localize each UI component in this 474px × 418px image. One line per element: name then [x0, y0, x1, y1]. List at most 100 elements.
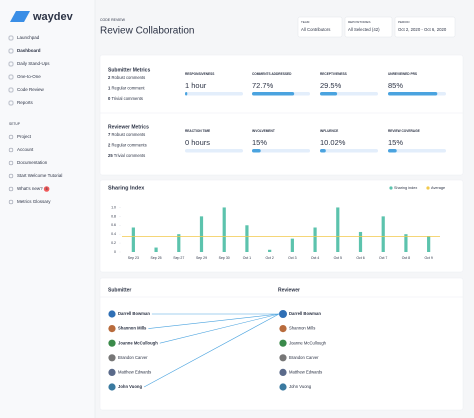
progress-fill [388, 149, 397, 153]
bar [290, 238, 294, 252]
nav-icon [8, 134, 14, 140]
metric-value: 85% [388, 81, 403, 90]
x-tick-label: Sep 30 [219, 256, 230, 260]
submitter-name: Joanne McCullough [118, 340, 158, 345]
logo-icon [10, 11, 30, 22]
count-label: Robust comments [112, 132, 146, 137]
link [148, 313, 280, 329]
progress-fill [185, 92, 188, 96]
metric-value: 1 hour [185, 81, 207, 90]
y-tick-label: 1.0 [111, 205, 116, 209]
reviewer-name: John Vuong [289, 384, 312, 389]
nav-section: SETUP [9, 122, 21, 126]
nav-item[interactable]: Dashboard [17, 48, 41, 53]
bar [336, 207, 340, 252]
chart-card [99, 179, 464, 273]
link [159, 313, 280, 344]
metric-value: 15% [252, 138, 267, 147]
bar [358, 231, 363, 252]
legend-swatch [389, 186, 393, 190]
metrics-title: Reviewer Metrics [108, 124, 149, 130]
avatar [279, 325, 287, 333]
x-tick-label: Oct 4 [311, 256, 319, 260]
submitter-name: Matthew Edwards [118, 370, 151, 375]
filter-value: All Contributors [301, 27, 330, 32]
bar [313, 227, 317, 252]
count-line: 7 Robust comments [108, 132, 145, 137]
page-title: Review Collaboration [100, 26, 195, 37]
y-tick-label: 0.4 [111, 232, 116, 236]
reviewer-name: Brandon Carver [289, 355, 319, 360]
bar [245, 225, 249, 252]
metric-label: RESPONSIVENESS [185, 72, 214, 76]
progress-track [252, 149, 310, 153]
nav-icon [8, 173, 14, 179]
filter-box[interactable] [394, 16, 456, 38]
nav-icon [8, 199, 14, 205]
nav-item[interactable]: Launchpad [17, 35, 40, 40]
bar [404, 234, 408, 252]
nav-icon [8, 61, 14, 67]
nav-item[interactable]: Code Review [17, 87, 45, 92]
nav-icon [8, 87, 14, 93]
progress-fill [320, 149, 326, 153]
reviewer-name: Joanne McCullough [289, 340, 327, 345]
nav-item[interactable]: Account [17, 147, 34, 152]
nav-item[interactable]: Metrics Glossary [17, 199, 51, 204]
avatar [108, 339, 116, 347]
x-tick-label: Oct 8 [402, 256, 410, 260]
nav-item[interactable]: One-to-One [17, 74, 41, 79]
metric-value: 10.02% [320, 138, 346, 147]
count-line: 25 Trivial comments [108, 153, 145, 158]
progress-track [320, 149, 378, 153]
nav-item[interactable]: Start Welcome Tutorial [17, 173, 62, 178]
avatar [108, 325, 116, 333]
filter-box[interactable] [297, 16, 343, 38]
bar [381, 216, 385, 252]
nav-item[interactable]: What's new? [17, 186, 43, 191]
legend-label: Sharing index [394, 186, 417, 190]
nav-item[interactable]: Daily Stand-Ups [17, 61, 50, 66]
nav-icon [8, 48, 14, 54]
bar [154, 247, 158, 252]
badge: 5 [46, 187, 48, 191]
metrics-title: Submitter Metrics [108, 67, 150, 73]
filter-value: Oct 2, 2020 - Oct 6, 2020 [398, 27, 447, 32]
y-tick-label: 0.6 [111, 223, 116, 227]
count-label: Robust comments [112, 75, 146, 80]
filter-label: TEAM [301, 20, 310, 24]
metrics-card [99, 54, 464, 176]
count-label: Trivial comments [114, 153, 146, 158]
filter-value: All Selected (42) [348, 27, 380, 32]
metric-label: REACTION TIME [185, 129, 210, 133]
submitter-name: John Vuong [118, 384, 142, 389]
y-tick-label: 0.8 [111, 214, 116, 218]
count-line: 2 Regular comments [108, 143, 147, 148]
bar [222, 207, 226, 252]
nav-icon [8, 74, 14, 80]
badge-dot [43, 186, 50, 192]
submitter-name: Shannon Mills [118, 326, 147, 331]
bar [427, 236, 431, 252]
submitter-name: Darrell Bowman [118, 311, 150, 316]
progress-fill [320, 92, 338, 96]
avatar [279, 368, 287, 376]
progress-fill [252, 149, 261, 153]
avatar [108, 354, 116, 362]
nav-item[interactable]: Documentation [17, 160, 48, 165]
nav-icon [8, 35, 14, 41]
nav-icon [8, 100, 14, 106]
filter-box[interactable] [344, 16, 393, 38]
x-tick-label: Oct 7 [379, 256, 387, 260]
nav-item[interactable]: Reports [17, 100, 34, 105]
metric-label: INVOLVEMENT [252, 129, 275, 133]
x-tick-label: Sep 29 [196, 256, 207, 260]
progress-fill [252, 92, 295, 96]
progress-track [185, 92, 243, 96]
filter-label: PERIOD [398, 20, 410, 24]
progress-track [185, 149, 243, 153]
nav-item[interactable]: Project [17, 134, 32, 139]
nav-icon [8, 186, 14, 192]
